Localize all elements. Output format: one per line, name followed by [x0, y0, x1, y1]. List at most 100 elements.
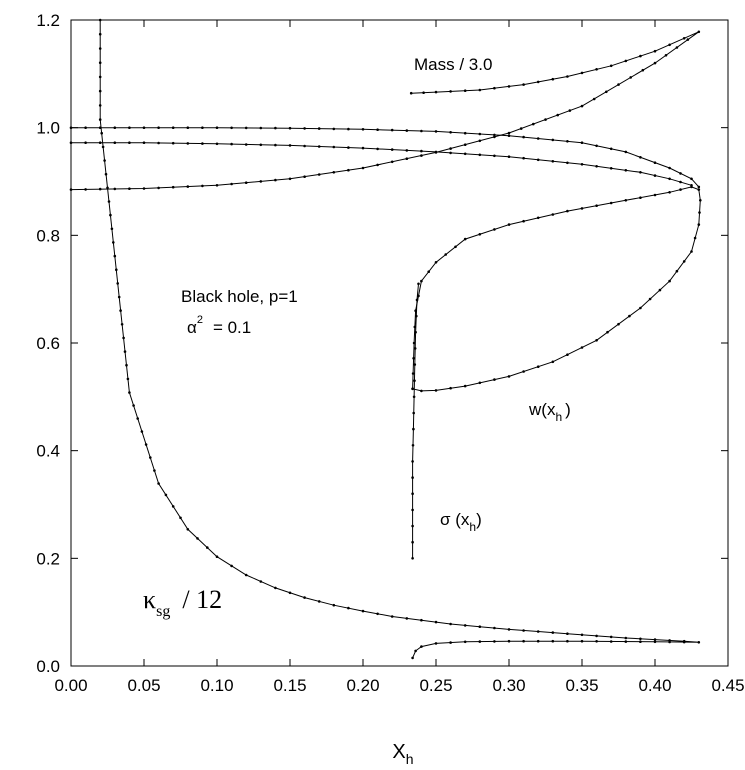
data-point: [686, 38, 690, 41]
data-point: [595, 640, 598, 643]
data-point: [679, 188, 682, 191]
data-point: [653, 49, 657, 53]
data-point: [566, 632, 569, 635]
data-point: [132, 404, 135, 407]
axes: [70, 19, 729, 667]
data-point: [507, 628, 511, 631]
data-point: [361, 146, 365, 150]
data-point: [171, 505, 175, 508]
data-point: [215, 142, 219, 146]
data-point: [347, 146, 350, 149]
data-point: [664, 54, 668, 57]
data-point: [682, 260, 686, 263]
data-point: [668, 640, 671, 644]
data-point: [566, 639, 569, 643]
data-point: [449, 147, 452, 150]
data-point: [668, 166, 671, 170]
data-point: [449, 641, 452, 644]
data-point: [84, 126, 87, 129]
data-point: [69, 126, 73, 129]
data-point: [317, 127, 321, 130]
data-point: [536, 365, 540, 369]
data-point: [493, 228, 496, 231]
data-point: [361, 128, 365, 131]
data-point: [422, 91, 425, 94]
data-point: [478, 88, 482, 92]
data-point: [113, 254, 117, 258]
data-point: [493, 640, 496, 643]
data-point: [653, 638, 657, 641]
data-point: [390, 615, 394, 618]
data-point: [259, 580, 263, 583]
data-point: [303, 596, 306, 599]
series-line-mass: [70, 31, 700, 191]
data-point: [109, 213, 112, 217]
data-point: [201, 184, 204, 188]
data-point: [463, 143, 467, 146]
data-point: [609, 640, 613, 643]
data-point: [361, 609, 365, 613]
annotation-kappa: κsg/ 12: [143, 585, 222, 620]
data-point: [668, 43, 671, 47]
data-point: [434, 389, 438, 392]
data-point: [303, 175, 306, 178]
data-point: [113, 141, 117, 144]
data-point: [101, 145, 105, 149]
x-tick-label: 0.00: [54, 676, 87, 695]
data-point: [697, 30, 701, 34]
data-point: [580, 163, 584, 166]
data-point: [347, 127, 350, 131]
data-point: [259, 126, 263, 130]
data-point: [417, 282, 420, 286]
annotation-black-hole: Black hole, p=1: [181, 287, 298, 306]
data-point: [157, 141, 160, 145]
y-tick-label: 0.6: [36, 334, 60, 353]
data-point: [536, 158, 540, 162]
data-point: [98, 118, 102, 121]
data-point: [434, 620, 438, 624]
data-point: [580, 141, 584, 144]
data-point: [434, 90, 438, 94]
data-point: [98, 89, 102, 93]
data-point: [463, 624, 467, 627]
data-point: [478, 139, 482, 143]
data-point: [639, 196, 642, 199]
data-point: [128, 126, 131, 129]
data-point: [592, 97, 596, 101]
data-point: [668, 177, 671, 181]
data-point: [98, 141, 102, 144]
data-point: [120, 323, 124, 326]
x-tick-label: 0.20: [346, 676, 379, 695]
data-point: [639, 156, 642, 159]
data-point: [420, 129, 423, 133]
data-point: [107, 200, 111, 203]
data-point: [427, 270, 431, 274]
data-point: [100, 131, 103, 135]
data-point: [420, 149, 423, 153]
data-point: [113, 126, 117, 129]
series-sigma: [411, 282, 420, 560]
y-tick-label: 0.4: [36, 442, 60, 461]
data-point: [104, 172, 108, 176]
data-point: [420, 389, 423, 393]
data-point: [595, 204, 598, 207]
data-point: [244, 181, 248, 184]
data-point: [412, 341, 416, 345]
data-point: [551, 360, 555, 364]
data-point: [566, 209, 569, 213]
data-point: [415, 314, 418, 318]
data-point: [117, 295, 121, 299]
data-point: [463, 640, 467, 644]
data-point: [332, 127, 336, 131]
data-point: [405, 129, 409, 132]
data-point: [186, 185, 190, 188]
data-point: [376, 163, 379, 167]
data-point: [179, 516, 182, 520]
data-point: [522, 629, 525, 632]
x-tick-label: 0.05: [127, 676, 160, 695]
data-point: [522, 370, 525, 373]
data-point: [624, 199, 628, 202]
data-point: [522, 639, 525, 643]
data-point: [347, 606, 350, 610]
